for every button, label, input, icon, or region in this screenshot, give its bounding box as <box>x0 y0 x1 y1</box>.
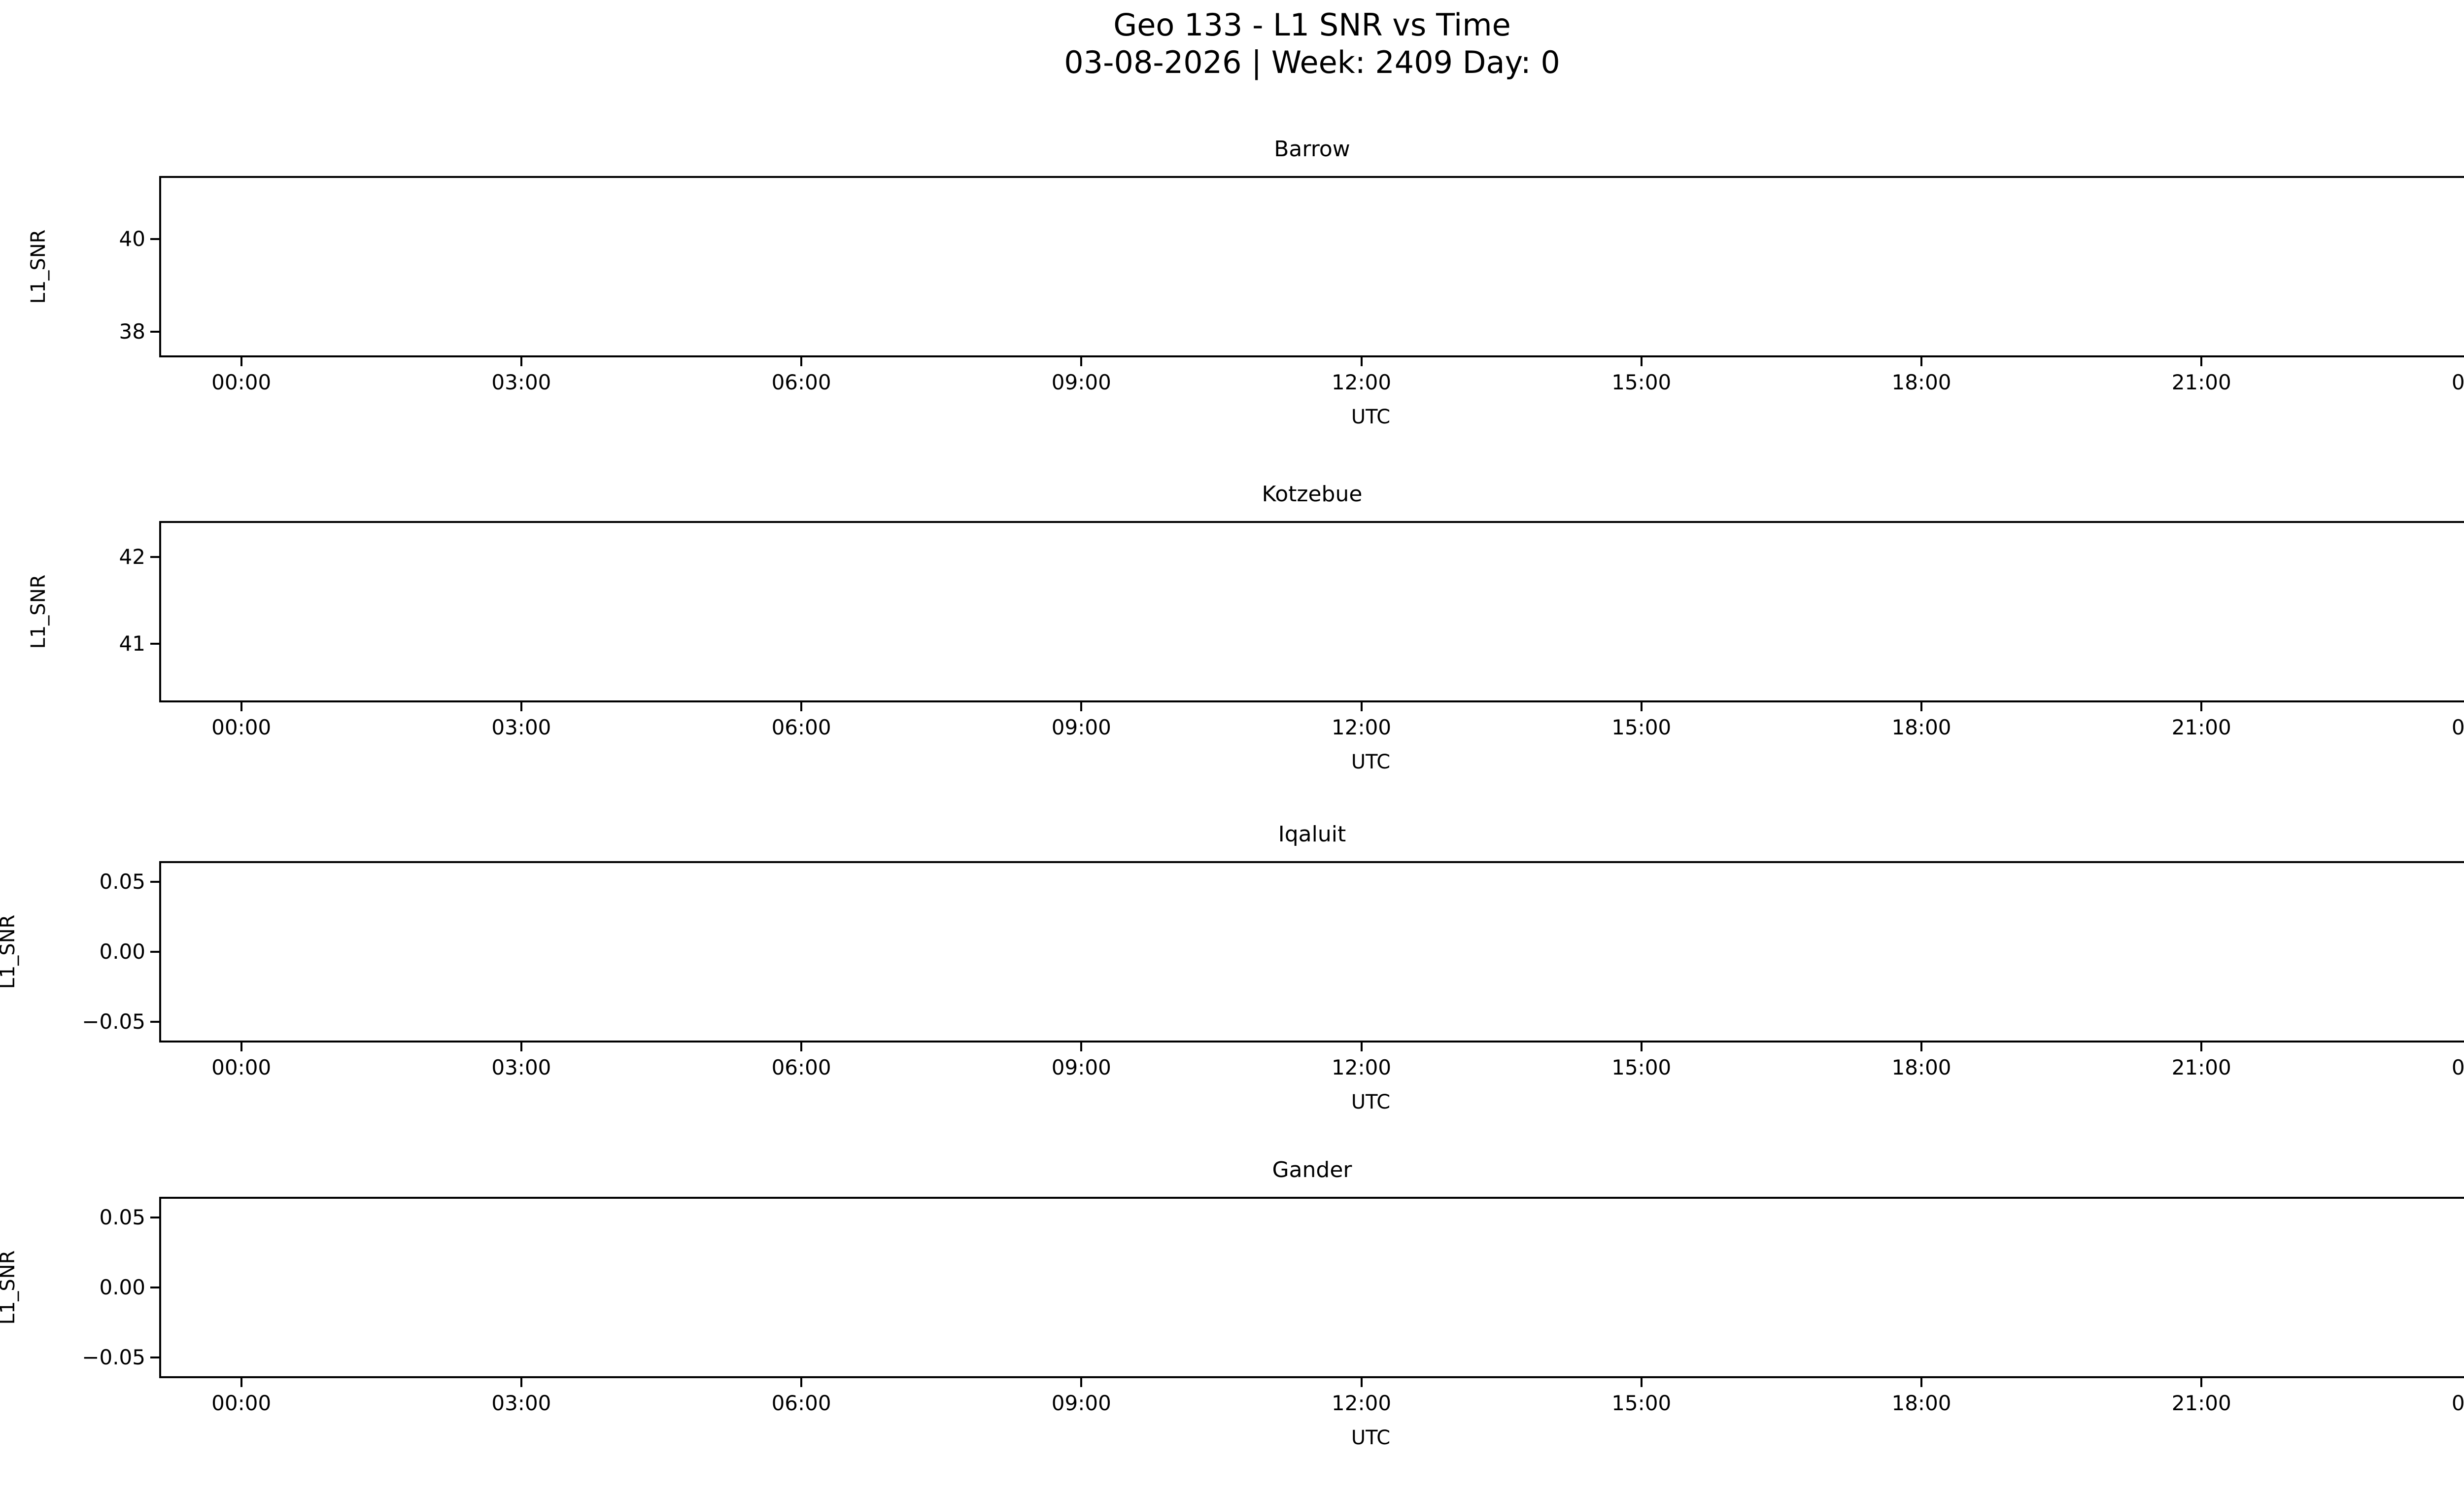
plot-area-barrow <box>159 176 2464 357</box>
subplot-title-barrow: Barrow <box>1274 137 1350 162</box>
figure-title-line-1: Geo 133 - L1 SNR vs Time <box>1113 7 1511 43</box>
figure-title-line-2: 03-08-2026 | Week: 2409 Day: 0 <box>1064 44 1560 80</box>
